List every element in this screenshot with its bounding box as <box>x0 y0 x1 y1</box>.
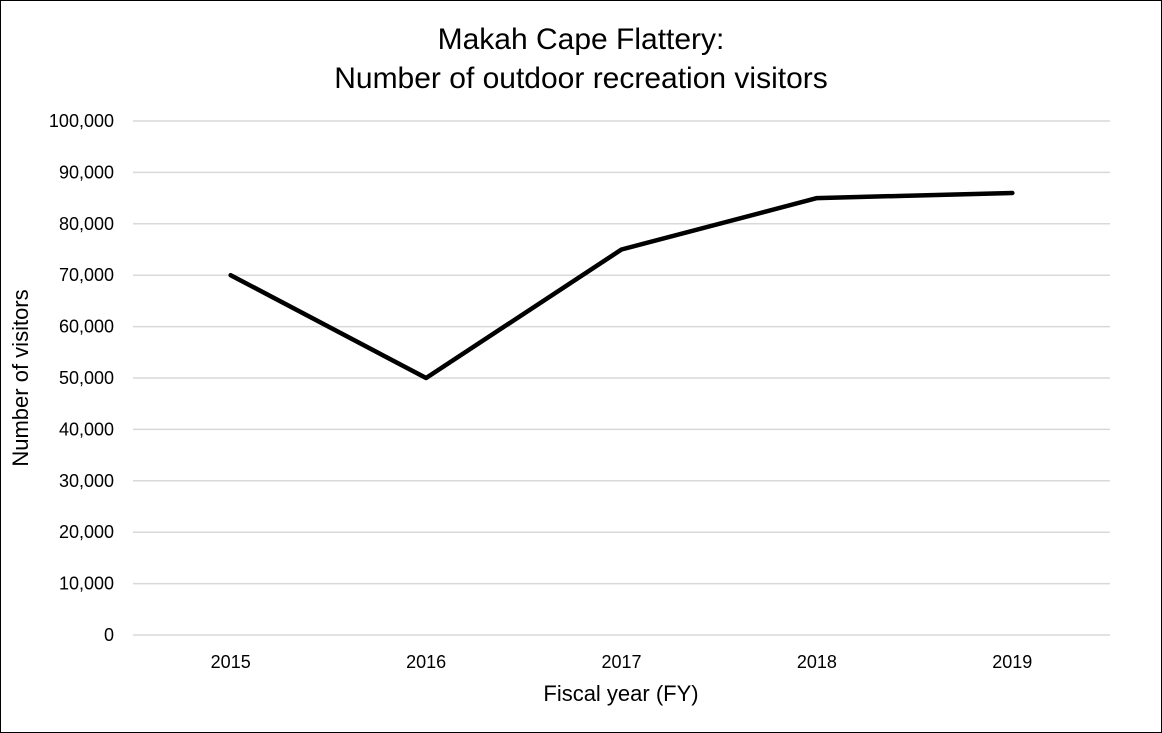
y-axis-title: Number of visitors <box>8 289 33 466</box>
data-point <box>619 247 624 252</box>
chart-subtitle: Number of outdoor recreation visitors <box>334 62 828 95</box>
x-tick-label: 2018 <box>797 652 837 672</box>
y-tick-label: 80,000 <box>59 214 114 234</box>
data-point <box>424 376 429 380</box>
y-tick-label: 100,000 <box>49 111 114 131</box>
y-tick-label: 60,000 <box>59 317 114 337</box>
series-layer <box>228 190 1015 381</box>
x-tick-label: 2019 <box>992 652 1032 672</box>
data-point <box>1010 190 1015 195</box>
y-tick-label: 40,000 <box>59 419 114 439</box>
chart-title: Makah Cape Flattery: <box>438 23 725 56</box>
x-axis-title: Fiscal year (FY) <box>543 681 698 706</box>
y-tick-label: 0 <box>104 625 114 645</box>
series-line <box>228 190 1015 381</box>
x-tick-label: 2017 <box>601 652 641 672</box>
data-point <box>814 196 819 201</box>
y-tick-label: 50,000 <box>59 368 114 388</box>
data-point <box>228 273 233 278</box>
y-tick-label: 30,000 <box>59 471 114 491</box>
y-axis-ticks: 0 10,000 20,000 30,000 40,000 50,000 60,000 70,… <box>49 111 114 645</box>
y-tick-label: 90,000 <box>59 162 114 182</box>
y-tick-label: 20,000 <box>59 522 114 542</box>
x-tick-label: 2015 <box>211 652 251 672</box>
y-tick-label: 10,000 <box>59 574 114 594</box>
x-axis-ticks: 2015 2016 2017 2018 2019 <box>211 652 1033 672</box>
x-tick-label: 2016 <box>406 652 446 672</box>
gridlines <box>133 120 1110 636</box>
y-tick-label: 70,000 <box>59 265 114 285</box>
